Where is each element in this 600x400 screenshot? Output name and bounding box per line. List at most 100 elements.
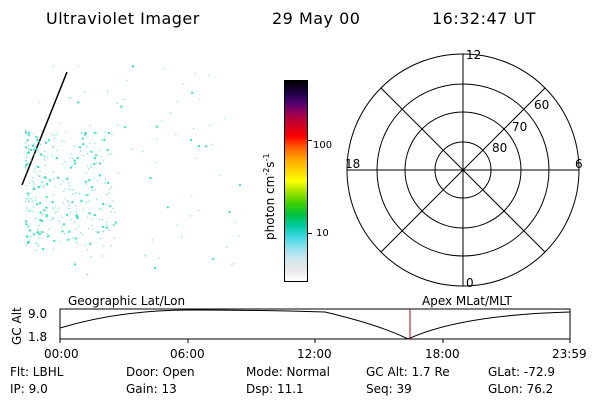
uv-dot bbox=[67, 177, 69, 179]
uv-dot bbox=[33, 143, 35, 145]
uv-dot bbox=[33, 155, 35, 157]
uv-dot bbox=[27, 192, 30, 195]
gc-alt-status: GC Alt: 1.7 Re bbox=[366, 365, 450, 379]
uv-dot bbox=[28, 195, 29, 197]
uv-dot bbox=[28, 148, 29, 150]
uv-dot bbox=[26, 198, 28, 200]
uv-dot bbox=[84, 132, 87, 134]
uv-dot bbox=[79, 146, 82, 149]
uv-dot bbox=[108, 193, 110, 195]
uv-dot bbox=[52, 248, 54, 250]
uv-dot bbox=[37, 245, 39, 247]
uv-dot bbox=[87, 249, 89, 251]
uv-dot bbox=[91, 225, 93, 227]
uv-dot bbox=[25, 173, 27, 175]
uv-dot bbox=[42, 155, 44, 157]
uv-dot bbox=[51, 217, 53, 219]
uv-dot bbox=[25, 167, 27, 168]
uv-dot bbox=[44, 156, 45, 158]
uv-dot bbox=[69, 166, 72, 169]
uv-dot bbox=[73, 221, 75, 223]
uv-dot bbox=[53, 208, 55, 210]
uv-dot bbox=[47, 236, 49, 238]
uv-dot bbox=[99, 162, 102, 165]
uv-dot bbox=[70, 97, 72, 99]
uv-dot bbox=[93, 178, 95, 180]
uv-dot bbox=[45, 141, 47, 144]
orbit-right-label: Apex MLat/MLT bbox=[422, 294, 512, 308]
uv-dot bbox=[209, 124, 211, 126]
uv-dot bbox=[154, 267, 157, 270]
uv-dot bbox=[27, 151, 30, 154]
uv-emission-dots bbox=[25, 65, 241, 276]
uv-dot bbox=[64, 161, 66, 163]
uv-dot bbox=[142, 151, 144, 153]
uv-dot bbox=[47, 235, 50, 238]
uv-dot bbox=[25, 146, 28, 149]
uv-dot bbox=[99, 219, 101, 220]
uv-dot bbox=[32, 144, 34, 147]
uv-dot bbox=[43, 209, 46, 212]
uv-dot bbox=[25, 245, 27, 247]
uv-dot bbox=[99, 174, 100, 175]
uv-dot bbox=[41, 182, 43, 184]
date-label: 29 May 00 bbox=[272, 9, 361, 28]
uv-dot bbox=[68, 96, 70, 98]
uv-dot bbox=[38, 225, 40, 227]
colorbar-tick-mark-100 bbox=[307, 140, 312, 141]
uv-dot bbox=[25, 220, 27, 223]
uv-dot bbox=[63, 167, 65, 169]
uv-dot bbox=[144, 254, 146, 256]
uv-dot bbox=[40, 144, 42, 146]
uv-dot bbox=[52, 207, 54, 209]
uv-dot bbox=[38, 233, 41, 236]
uv-dot bbox=[47, 156, 49, 158]
uv-dot bbox=[104, 131, 106, 133]
uv-dot bbox=[45, 195, 48, 198]
uv-dot bbox=[35, 135, 38, 138]
uv-dot bbox=[100, 208, 102, 210]
uv-dot bbox=[182, 82, 184, 84]
uv-dot bbox=[83, 155, 85, 157]
uv-dot bbox=[108, 154, 110, 156]
uv-dot bbox=[28, 201, 30, 203]
uv-dot bbox=[29, 182, 31, 184]
uv-dot bbox=[199, 98, 201, 100]
uv-dot bbox=[82, 143, 85, 146]
uv-dot bbox=[40, 153, 42, 156]
uv-dot bbox=[75, 214, 78, 217]
uv-dot bbox=[39, 233, 41, 234]
uv-dot bbox=[68, 182, 70, 184]
uv-dot bbox=[74, 193, 76, 195]
uv-dot bbox=[37, 166, 40, 168]
uv-dot bbox=[105, 203, 107, 205]
uv-dot bbox=[113, 225, 115, 227]
uv-dot bbox=[98, 174, 101, 177]
uv-dot bbox=[91, 218, 93, 220]
uv-dot bbox=[114, 221, 117, 224]
uv-dot bbox=[124, 126, 127, 129]
uv-dot bbox=[109, 188, 111, 190]
uv-dot bbox=[72, 237, 74, 239]
uv-dot bbox=[61, 226, 63, 228]
uv-dot bbox=[51, 133, 53, 135]
uv-dot bbox=[42, 180, 44, 182]
uv-dot bbox=[191, 195, 193, 197]
uv-dot bbox=[84, 180, 87, 183]
uv-dot bbox=[228, 210, 231, 213]
uv-dot bbox=[57, 210, 58, 212]
uv-dot bbox=[73, 145, 75, 147]
uv-dot bbox=[26, 242, 29, 245]
uv-dot bbox=[105, 224, 107, 226]
uv-dot bbox=[39, 218, 42, 221]
uv-dot bbox=[33, 133, 35, 135]
uv-dot bbox=[77, 225, 79, 227]
uv-dot bbox=[103, 245, 105, 247]
uv-dot bbox=[102, 219, 103, 221]
uv-dot bbox=[234, 221, 236, 223]
uv-dot bbox=[46, 177, 48, 179]
orbit-plot-frame bbox=[59, 308, 571, 340]
uv-dot bbox=[93, 157, 96, 160]
uv-dot bbox=[52, 146, 54, 148]
uv-dot bbox=[45, 215, 48, 218]
